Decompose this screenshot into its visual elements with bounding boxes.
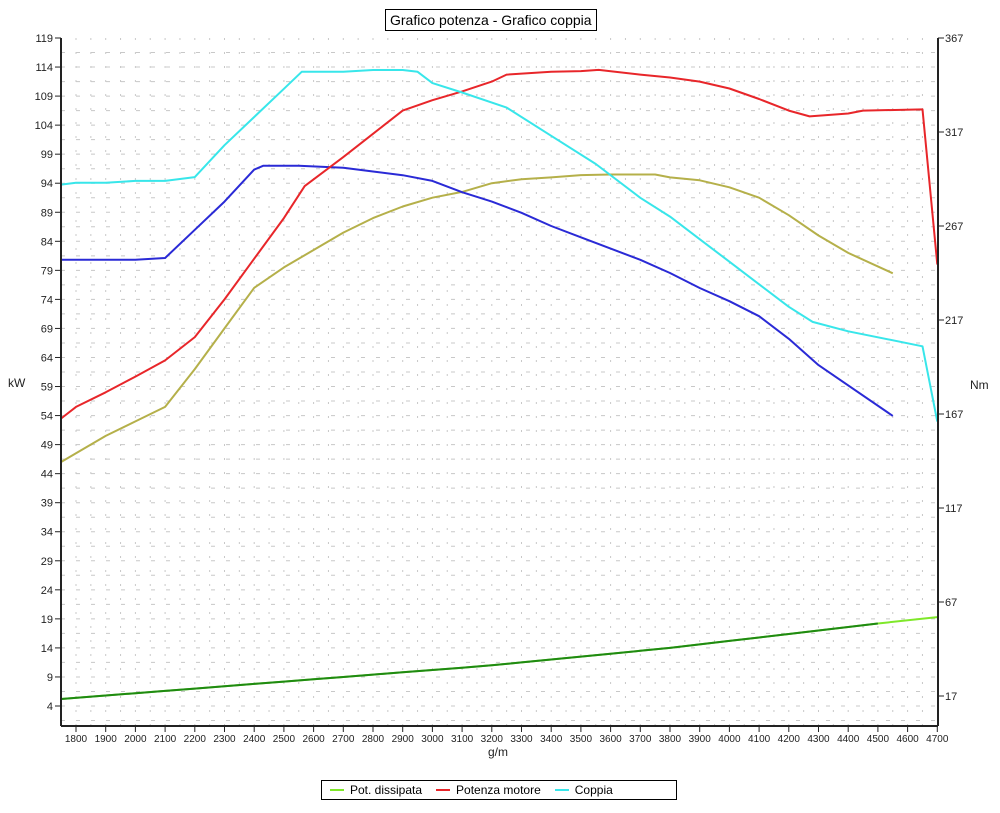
legend-swatch-icon [436,789,451,791]
svg-text:74: 74 [41,294,53,306]
svg-text:54: 54 [41,411,53,423]
svg-text:2900: 2900 [392,734,415,745]
svg-text:2400: 2400 [243,734,266,745]
svg-text:1900: 1900 [95,734,118,745]
svg-text:3800: 3800 [659,734,682,745]
svg-text:17: 17 [945,691,957,703]
svg-text:89: 89 [41,207,53,219]
svg-text:1800: 1800 [65,734,88,745]
svg-text:3400: 3400 [540,734,563,745]
y-right-axis-label: Nm [970,378,989,392]
svg-text:59: 59 [41,382,53,394]
svg-text:4400: 4400 [837,734,860,745]
svg-text:4700: 4700 [926,734,949,745]
svg-text:94: 94 [41,178,53,190]
series-lines [60,68,939,700]
svg-text:167: 167 [945,409,963,421]
svg-text:9: 9 [47,672,53,684]
legend-item-pot-dissipata: Pot. dissipata [330,783,422,797]
svg-text:34: 34 [41,527,53,539]
svg-text:79: 79 [41,265,53,277]
svg-text:3600: 3600 [599,734,622,745]
svg-text:4200: 4200 [778,734,801,745]
svg-text:2000: 2000 [124,734,147,745]
svg-text:367: 367 [945,33,963,45]
svg-text:109: 109 [35,91,53,103]
legend-label: Coppia [574,783,613,797]
svg-text:217: 217 [945,315,963,327]
svg-text:39: 39 [41,498,53,510]
grid-lines [61,38,938,726]
svg-text:19: 19 [41,614,53,626]
svg-text:117: 117 [945,503,963,515]
legend-item-potenza-motore: Potenza motore [436,783,541,797]
svg-text:3900: 3900 [689,734,712,745]
y-left-axis-label: kW [8,376,26,390]
svg-text:4300: 4300 [807,734,830,745]
legend-item-coppia: Coppia [554,783,613,797]
svg-text:3000: 3000 [421,734,444,745]
legend-label: Pot. dissipata [350,783,423,797]
x-axis-label: g/m [488,745,508,759]
svg-text:2200: 2200 [184,734,207,745]
svg-text:24: 24 [41,585,53,597]
svg-text:64: 64 [41,352,53,364]
svg-text:114: 114 [35,62,53,74]
svg-text:3200: 3200 [481,734,504,745]
legend-label: Potenza motore [456,783,541,797]
svg-text:3100: 3100 [451,734,474,745]
svg-text:4500: 4500 [867,734,890,745]
legend-swatch-icon [554,789,569,791]
svg-text:29: 29 [41,556,53,568]
svg-text:2500: 2500 [273,734,296,745]
svg-text:2800: 2800 [362,734,385,745]
svg-text:2100: 2100 [154,734,177,745]
svg-text:3500: 3500 [570,734,593,745]
svg-text:267: 267 [945,221,963,233]
svg-text:104: 104 [35,120,53,132]
legend: Pot. dissipata Potenza motore Coppia [321,780,677,800]
svg-text:2600: 2600 [302,734,325,745]
svg-text:2700: 2700 [332,734,355,745]
svg-text:84: 84 [41,236,53,248]
svg-text:69: 69 [41,323,53,335]
svg-text:99: 99 [41,149,53,161]
legend-swatch-icon [330,789,344,791]
svg-text:4100: 4100 [748,734,771,745]
svg-text:14: 14 [41,643,53,655]
svg-text:4: 4 [47,701,53,713]
axes: 1191141091049994898479746964595449443934… [35,33,964,745]
svg-text:49: 49 [41,440,53,452]
svg-text:3700: 3700 [629,734,652,745]
svg-text:317: 317 [945,127,963,139]
svg-text:119: 119 [35,33,53,45]
svg-text:44: 44 [41,469,53,481]
svg-text:3300: 3300 [510,734,533,745]
svg-text:4600: 4600 [896,734,919,745]
chart-title: Grafico potenza - Grafico coppia [385,9,597,31]
svg-text:67: 67 [945,597,957,609]
svg-text:2300: 2300 [213,734,236,745]
svg-text:4000: 4000 [718,734,741,745]
